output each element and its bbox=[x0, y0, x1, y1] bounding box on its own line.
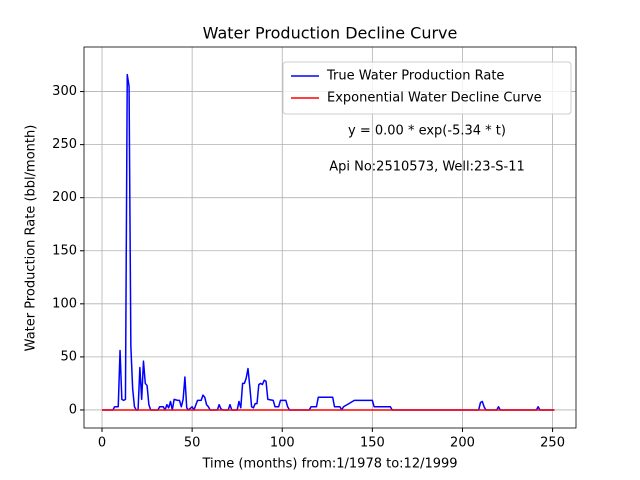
x-axis-label: Time (months) from:1/1978 to:12/1999 bbox=[201, 457, 457, 472]
x-tick-label: 250 bbox=[540, 436, 565, 451]
y-tick-label: 300 bbox=[52, 84, 77, 99]
legend-label: True Water Production Rate bbox=[326, 69, 504, 84]
y-tick-label: 200 bbox=[52, 190, 77, 205]
y-tick-label: 50 bbox=[60, 349, 77, 364]
x-tick-label: 50 bbox=[184, 436, 201, 451]
annotation: Api No:2510573, Well:23-S-11 bbox=[329, 160, 525, 175]
x-tick-label: 100 bbox=[270, 436, 295, 451]
x-tick-label: 200 bbox=[450, 436, 475, 451]
plot-frame bbox=[83, 46, 577, 429]
chart-title: Water Production Decline Curve bbox=[203, 24, 458, 43]
y-tick-label: 150 bbox=[52, 243, 77, 258]
line-series bbox=[102, 73, 555, 411]
legend-label: Exponential Water Decline Curve bbox=[327, 91, 542, 106]
y-tick-label: 0 bbox=[69, 402, 77, 417]
y-axis-label: Water Production Rate (bbl/month) bbox=[24, 125, 39, 352]
x-tick-label: 150 bbox=[360, 436, 385, 451]
legend-box bbox=[282, 61, 572, 115]
y-tick-label: 250 bbox=[52, 137, 77, 152]
annotation: y = 0.00 * exp(-5.34 * t) bbox=[348, 124, 506, 139]
x-tick-label: 0 bbox=[98, 436, 106, 451]
y-tick-label: 100 bbox=[52, 296, 77, 311]
